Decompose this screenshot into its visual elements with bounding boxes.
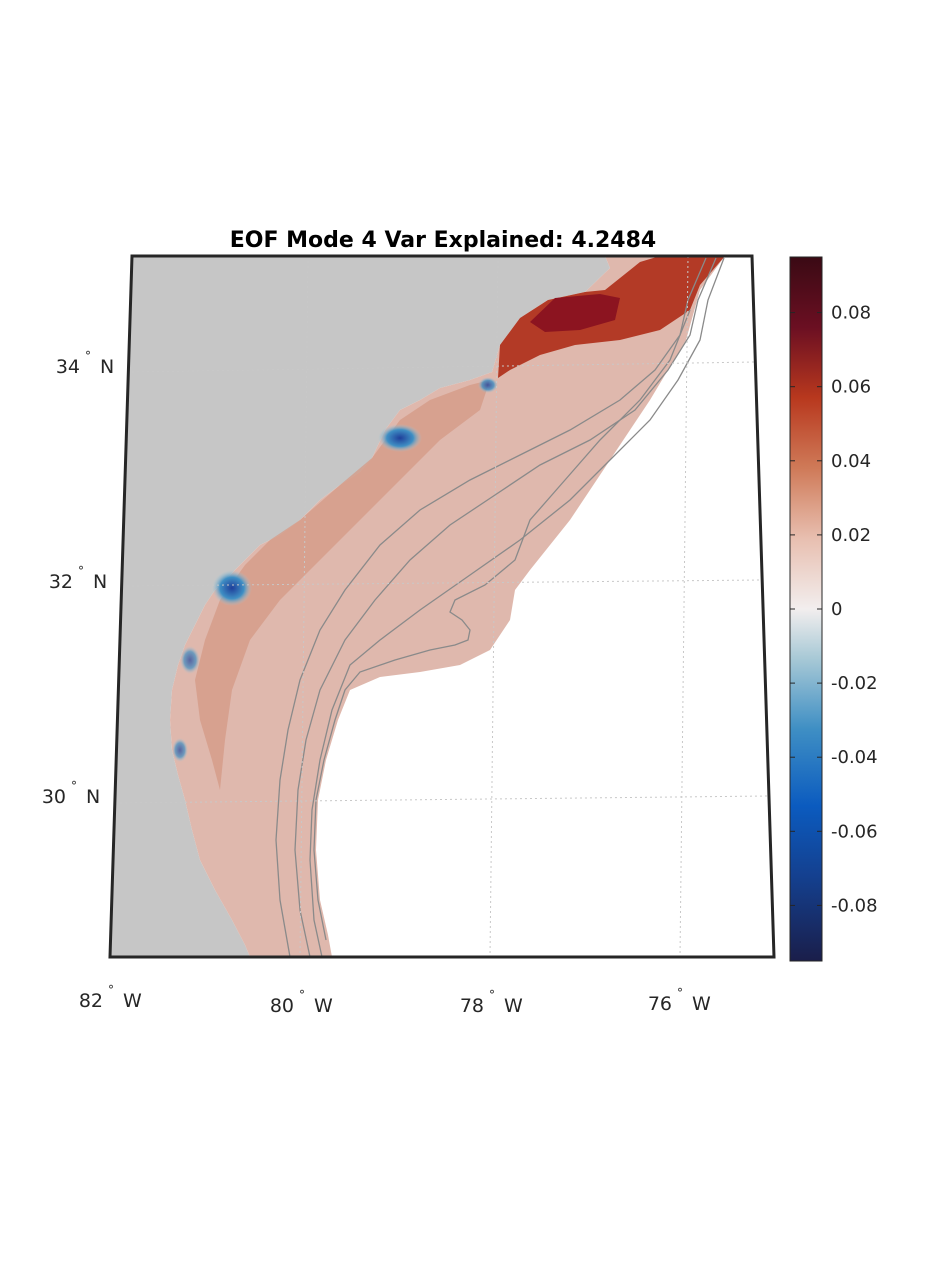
lon-label-80: 80 ° W [270, 988, 333, 1017]
lon-78-hemi: W [504, 995, 523, 1017]
negative-patch-1 [378, 424, 422, 452]
map-area [108, 254, 776, 959]
lat-label-32: 32 ° N [49, 564, 107, 593]
lat-label-34: 34 ° N [56, 349, 114, 378]
graticule-lat-30 [114, 795, 769, 804]
map-frame [108, 254, 776, 959]
graticule [114, 255, 769, 958]
lon-82-degree-sign: ° [108, 983, 114, 997]
isobath-line-1 [275, 257, 707, 958]
lon-82-deg: 82 [79, 990, 103, 1012]
chart-title: EOF Mode 4 Var Explained: 4.2484 [230, 228, 656, 253]
lon-80-deg: 80 [270, 995, 294, 1017]
negative-patch-2 [212, 570, 252, 606]
lat-label-30: 30 ° N [42, 779, 100, 808]
lon-76-deg: 76 [648, 993, 672, 1015]
lat-32-deg: 32 [49, 571, 73, 593]
colorbar: 0.08 0.06 0.04 0.02 0 -0.02 -0.04 -0.06 -0.08 [789, 256, 878, 962]
lat-34-hemi: N [100, 356, 114, 378]
negative-patch-5 [478, 377, 498, 393]
negative-patch-3 [180, 646, 200, 674]
isobath-line-2 [294, 257, 717, 958]
lon-76-degree-sign: ° [677, 986, 683, 1000]
graticule-lat-32 [121, 579, 763, 587]
graticule-lon-76 [679, 255, 689, 958]
lon-78-degree-sign: ° [489, 988, 495, 1002]
shelf-field [170, 256, 725, 957]
negative-patch-4 [172, 738, 188, 762]
lon-80-hemi: W [314, 995, 333, 1017]
colorbar-tick-label: 0.04 [831, 451, 871, 472]
lat-32-hemi: N [93, 571, 107, 593]
colorbar-tick-label: -0.06 [831, 821, 878, 842]
isobath-line-3 [309, 257, 725, 958]
colorbar-tick-label: 0.02 [831, 525, 871, 546]
lon-76-hemi: W [692, 993, 711, 1015]
northern-positive-core [530, 294, 620, 332]
graticule-lon-78 [489, 255, 499, 958]
colorbar-tick-label: -0.02 [831, 673, 878, 694]
latitude-labels: 34 ° N 32 ° N 30 ° N [42, 349, 114, 808]
colorbar-tick-label: 0 [831, 599, 842, 620]
lat-30-hemi: N [86, 786, 100, 808]
colorbar-tick-label: -0.08 [831, 895, 878, 916]
colorbar-tick-label: -0.04 [831, 747, 878, 768]
lat-30-degree-sign: ° [71, 779, 77, 793]
lat-34-degree-sign: ° [85, 349, 91, 363]
lat-34-deg: 34 [56, 356, 80, 378]
isobath-contours [275, 257, 725, 958]
lon-78-deg: 78 [460, 995, 484, 1017]
lon-82-hemi: W [123, 990, 142, 1012]
colorbar-tick-label: 0.06 [831, 377, 871, 398]
colorbar-ticks: 0.08 0.06 0.04 0.02 0 -0.02 -0.04 -0.06 -0.08 [790, 303, 878, 916]
graticule-lon-80 [299, 255, 309, 958]
lon-label-82: 82 ° W [79, 983, 142, 1012]
graticule-lat-34 [131, 361, 756, 373]
land-mass [110, 256, 610, 957]
longitude-labels: 82 ° W 80 ° W 78 ° W 76 ° W [79, 983, 711, 1017]
lon-80-degree-sign: ° [299, 988, 305, 1002]
lon-label-76: 76 ° W [648, 986, 711, 1015]
lat-32-degree-sign: ° [78, 564, 84, 578]
lon-label-78: 78 ° W [460, 988, 523, 1017]
colorbar-tick-label: 0.08 [831, 303, 871, 324]
lat-30-deg: 30 [42, 786, 66, 808]
nearshore-warm-band [195, 380, 490, 790]
isobath-line-4 [313, 309, 691, 941]
